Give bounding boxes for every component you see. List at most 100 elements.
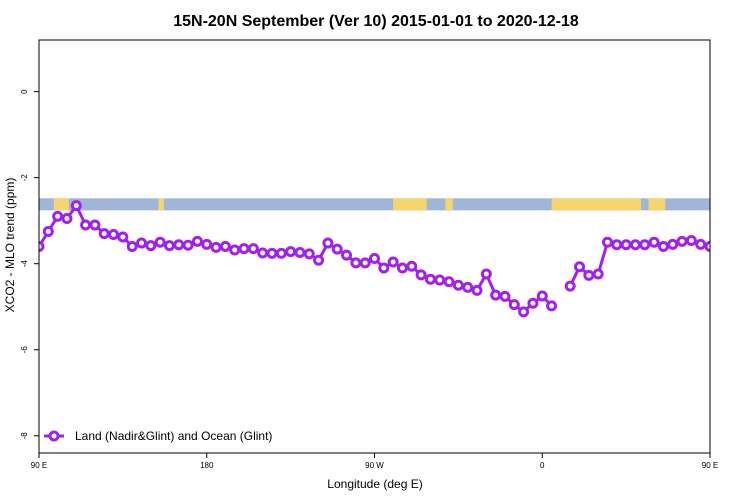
data-point: [117, 231, 129, 243]
data-point: [499, 290, 511, 302]
data-point: [480, 268, 492, 280]
data-point: [52, 210, 64, 222]
data-point: [294, 247, 306, 259]
data-point: [443, 276, 455, 288]
data-point: [536, 290, 548, 302]
data-point: [303, 248, 315, 260]
data-point: [704, 241, 710, 252]
data-point: [676, 235, 688, 247]
data-point: [191, 235, 203, 247]
data-point: [331, 243, 343, 255]
data-point: [98, 228, 110, 240]
data-point: [462, 281, 474, 293]
data-point: [80, 219, 92, 231]
data-point: [201, 238, 213, 250]
data-point: [424, 273, 436, 285]
x-tick-label: 90 E: [31, 461, 47, 470]
data-point: [490, 289, 502, 301]
data-point: [163, 240, 175, 252]
data-point: [406, 260, 418, 272]
data-point: [695, 238, 707, 250]
data-point: [108, 228, 120, 240]
data-point: [725, 212, 733, 220]
land-ocean-strip: [39, 198, 710, 211]
data-point: [238, 243, 250, 255]
land-band: [648, 198, 666, 211]
data-point: [583, 269, 595, 281]
data-point: [452, 279, 464, 291]
data-point: [546, 300, 558, 312]
y-axis-label: XCO2 - MLO trend (ppm): [3, 178, 17, 313]
land-band: [393, 198, 427, 211]
data-point: [322, 237, 334, 249]
series-line: [39, 202, 553, 314]
y-tick-label: 0: [20, 89, 29, 94]
x-axis: 90 E 180 90 W 0 90 E: [31, 453, 718, 470]
y-tick-label: -8: [20, 432, 29, 440]
x-tick-label: 90 E: [702, 461, 718, 470]
data-point: [685, 234, 697, 246]
data-point: [434, 274, 446, 286]
data-point: [39, 241, 45, 252]
data-point: [182, 239, 194, 251]
land-band: [445, 198, 453, 211]
data-point: [378, 262, 390, 274]
data-point: [173, 239, 185, 251]
data-point: [359, 257, 371, 269]
chart-title: 15N-20N September (Ver 10) 2015-01-01 to…: [173, 13, 579, 30]
data-point: [285, 246, 297, 258]
x-tick-label: 0: [540, 461, 545, 470]
data-point: [154, 236, 166, 248]
y-tick-label: -6: [20, 346, 29, 354]
data-point: [601, 236, 613, 248]
data-point: [715, 228, 723, 236]
land-band: [158, 198, 164, 211]
ocean-band: [39, 198, 710, 211]
data-point: [219, 241, 231, 252]
data-point: [396, 262, 408, 274]
data-point: [210, 241, 222, 253]
legend-point-marker: [48, 430, 60, 442]
y-tick-label: -4: [20, 260, 29, 268]
data-point: [126, 241, 138, 252]
plot-area: [39, 200, 750, 318]
data-point: [518, 306, 530, 318]
data-point: [648, 236, 660, 248]
data-point: [70, 200, 82, 212]
data-point: [743, 202, 750, 210]
data-point: [657, 241, 669, 252]
data-point: [620, 239, 632, 251]
legend: Land (Nadir&Glint) and Ocean (Glint): [44, 429, 272, 443]
data-point: [266, 247, 278, 259]
data-point: [387, 256, 399, 268]
land-band: [551, 198, 642, 211]
data-point: [527, 297, 539, 309]
x-tick-label: 90 W: [365, 461, 384, 470]
data-point: [611, 239, 623, 251]
data-point: [734, 215, 742, 223]
data-point: [639, 239, 651, 251]
data-point: [247, 243, 259, 255]
data-point: [369, 253, 380, 265]
y-tick-label: -2: [20, 174, 29, 182]
data-point: [574, 261, 586, 273]
legend-entry-label: Land (Nadir&Glint) and Ocean (Glint): [75, 429, 272, 443]
data-point: [145, 240, 157, 252]
data-point: [257, 247, 269, 259]
data-point: [275, 247, 287, 259]
data-point: [667, 238, 679, 250]
data-point: [350, 257, 362, 269]
data-point: [61, 213, 73, 225]
data-point: [629, 239, 641, 251]
data-point: [592, 268, 604, 280]
data-point: [229, 244, 241, 256]
data-point: [89, 219, 101, 231]
data-point: [508, 299, 520, 311]
data-point: [415, 269, 427, 281]
data-point: [471, 284, 483, 296]
data-point: [42, 225, 54, 237]
x-tick-label: 180: [200, 461, 214, 470]
data-point: [136, 237, 148, 249]
y-axis: 0 -2 -4 -6 -8: [20, 89, 39, 440]
x-axis-label: Longitude (deg E): [327, 477, 422, 491]
